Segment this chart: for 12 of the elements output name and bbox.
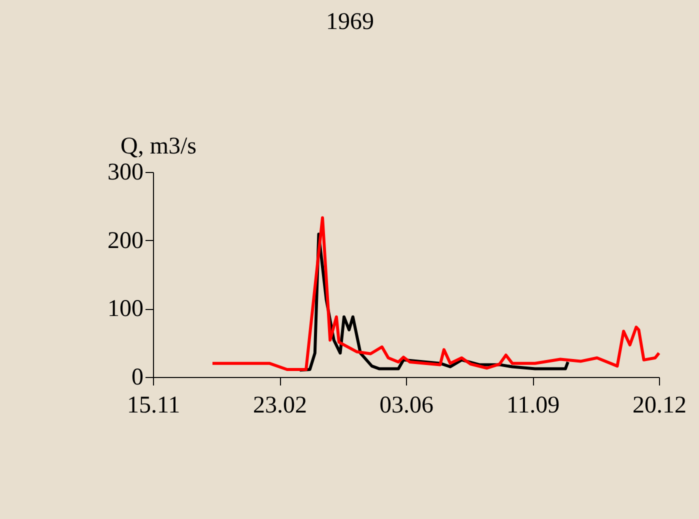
y-tick-label: 300 — [108, 160, 144, 186]
chart-title: 1969 — [326, 9, 374, 35]
y-tick-label: 200 — [108, 228, 144, 254]
line-series — [210, 216, 660, 371]
y-axis-title: Q, m3/s — [120, 134, 197, 160]
x-tick-label: 03.06 — [380, 392, 434, 418]
y-tick-label: 100 — [108, 296, 144, 322]
x-tick-label: 20.12 — [632, 392, 686, 418]
y-tick-label: 0 — [132, 364, 144, 390]
x-tick-label: 23.02 — [253, 392, 307, 418]
x-tick-label: 15.11 — [126, 392, 180, 418]
x-tick-label: 11.09 — [506, 392, 560, 418]
